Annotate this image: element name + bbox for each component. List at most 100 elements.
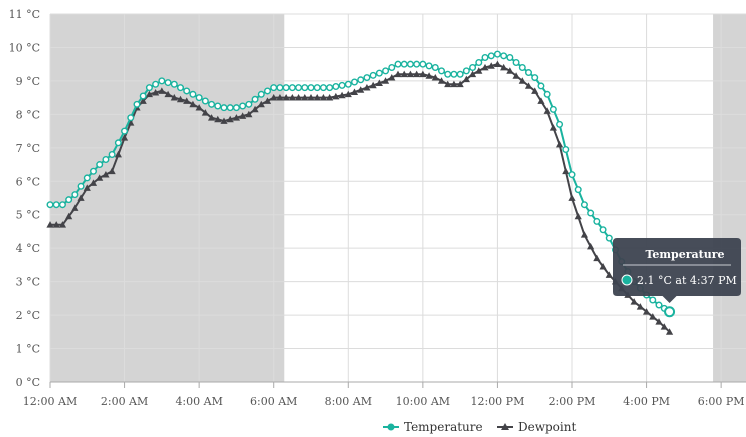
dewpoint-point: [655, 318, 663, 325]
dewpoint-point: [425, 72, 433, 79]
dewpoint-point: [375, 79, 383, 87]
temperature-point: [537, 82, 545, 90]
dewpoint-point: [77, 194, 85, 201]
temperature-point: [71, 191, 79, 199]
temperature-point: [655, 301, 663, 309]
dewpoint-point: [660, 323, 668, 330]
dewpoint-point: [413, 70, 421, 78]
temperature-point: [543, 90, 551, 98]
temperature-point: [593, 217, 601, 225]
y-tick-label: 0 °C: [16, 376, 40, 389]
y-tick-label: 2 °C: [16, 309, 40, 322]
temperature-point: [469, 64, 477, 72]
dewpoint-point: [562, 167, 570, 175]
temperature-point: [158, 77, 166, 85]
temperature-point: [419, 60, 427, 68]
temperature-point: [605, 234, 613, 242]
temperature-point: [332, 82, 340, 90]
temperature-point: [52, 201, 60, 209]
dewpoint-point: [282, 94, 290, 101]
tooltip-box: [613, 238, 741, 303]
temperature-point: [556, 120, 564, 128]
legend-item-dewpoint[interactable]: Dewpoint: [497, 420, 576, 434]
temperature-point: [500, 52, 508, 60]
y-tick-label: 1 °C: [16, 343, 40, 356]
temperature-point: [152, 80, 160, 88]
dewpoint-point: [636, 303, 644, 310]
shaded-periods: [50, 14, 746, 382]
dewpoint-point: [574, 212, 582, 220]
temperature-point: [400, 60, 408, 68]
temperature-point: [444, 70, 452, 78]
temperature-point: [406, 60, 414, 68]
temperature-point: [77, 182, 85, 190]
dewpoint-point: [257, 100, 265, 108]
legend-item-temperature[interactable]: Temperature: [383, 420, 483, 434]
dewpoint-point: [332, 92, 340, 100]
temperature-point: [568, 171, 576, 179]
dewpoint-point: [369, 81, 377, 89]
dewpoint-point: [555, 140, 564, 148]
temperature-point: [394, 60, 402, 68]
dewpoint-point: [120, 134, 129, 141]
dewpoint-point: [183, 97, 191, 104]
dewpoint-point: [475, 67, 483, 74]
temperature-point: [145, 84, 153, 92]
dewpoint-point: [543, 107, 551, 114]
temperature-point: [108, 151, 116, 159]
temperature-point: [264, 87, 272, 95]
temperature-point: [270, 84, 278, 92]
temperature-point: [183, 87, 191, 95]
dewpoint-point: [71, 204, 79, 211]
temperature-point: [295, 84, 303, 92]
dewpoint-point: [114, 150, 122, 158]
dewpoint-point: [251, 105, 259, 113]
dewpoint-point: [605, 271, 613, 278]
dewpoint-point: [65, 212, 73, 220]
temperature-point: [232, 104, 240, 112]
x-tick-label: 12:00 PM: [470, 395, 524, 408]
dewpoint-point: [524, 82, 533, 89]
temperature-point: [133, 100, 141, 108]
temperature-point: [170, 80, 178, 88]
dewpoint-point: [164, 90, 172, 98]
temperature-point: [201, 97, 209, 105]
temperature-point: [282, 84, 290, 92]
dewpoint-point: [568, 194, 576, 201]
temperature-point: [301, 84, 309, 92]
dewpoint-point: [500, 63, 508, 71]
temperature-point: [338, 81, 346, 89]
dewpoint-point: [245, 110, 253, 118]
temperature-point: [438, 67, 446, 75]
dewpoint-point: [665, 328, 674, 335]
dewpoint-point: [381, 77, 390, 84]
dewpoint-point: [276, 94, 284, 101]
dewpoint-point: [326, 94, 334, 101]
legend-swatch-marker: [387, 423, 395, 431]
dewpoint-point: [431, 73, 439, 81]
x-tick-label: 10:00 AM: [396, 395, 450, 408]
temperature-point: [239, 102, 247, 110]
legend-label: Dewpoint: [518, 420, 576, 434]
dewpoint-point: [232, 114, 241, 121]
temperature-point: [164, 79, 172, 87]
temperature-point: [580, 201, 588, 209]
temperature-point: [512, 59, 520, 67]
dewpoint-point: [158, 87, 166, 94]
temperature-point: [114, 139, 122, 147]
dewpoint-point: [58, 221, 67, 228]
highlighted-point: [664, 306, 676, 318]
dewpoint-point: [599, 262, 607, 270]
tooltip: Temperature 2.1 °C at 4:37 PM: [613, 238, 741, 318]
temperature-point: [326, 84, 334, 92]
temperature-point: [413, 60, 421, 68]
temperature-point: [96, 161, 104, 169]
dewpoint-point: [462, 75, 470, 83]
y-tick-label: 5 °C: [16, 209, 40, 222]
dewpoint-point: [288, 94, 296, 101]
temperature-point: [562, 145, 570, 153]
temperature-point: [531, 74, 539, 82]
legend[interactable]: Temperature Dewpoint: [383, 420, 576, 434]
shaded-period: [713, 14, 746, 382]
